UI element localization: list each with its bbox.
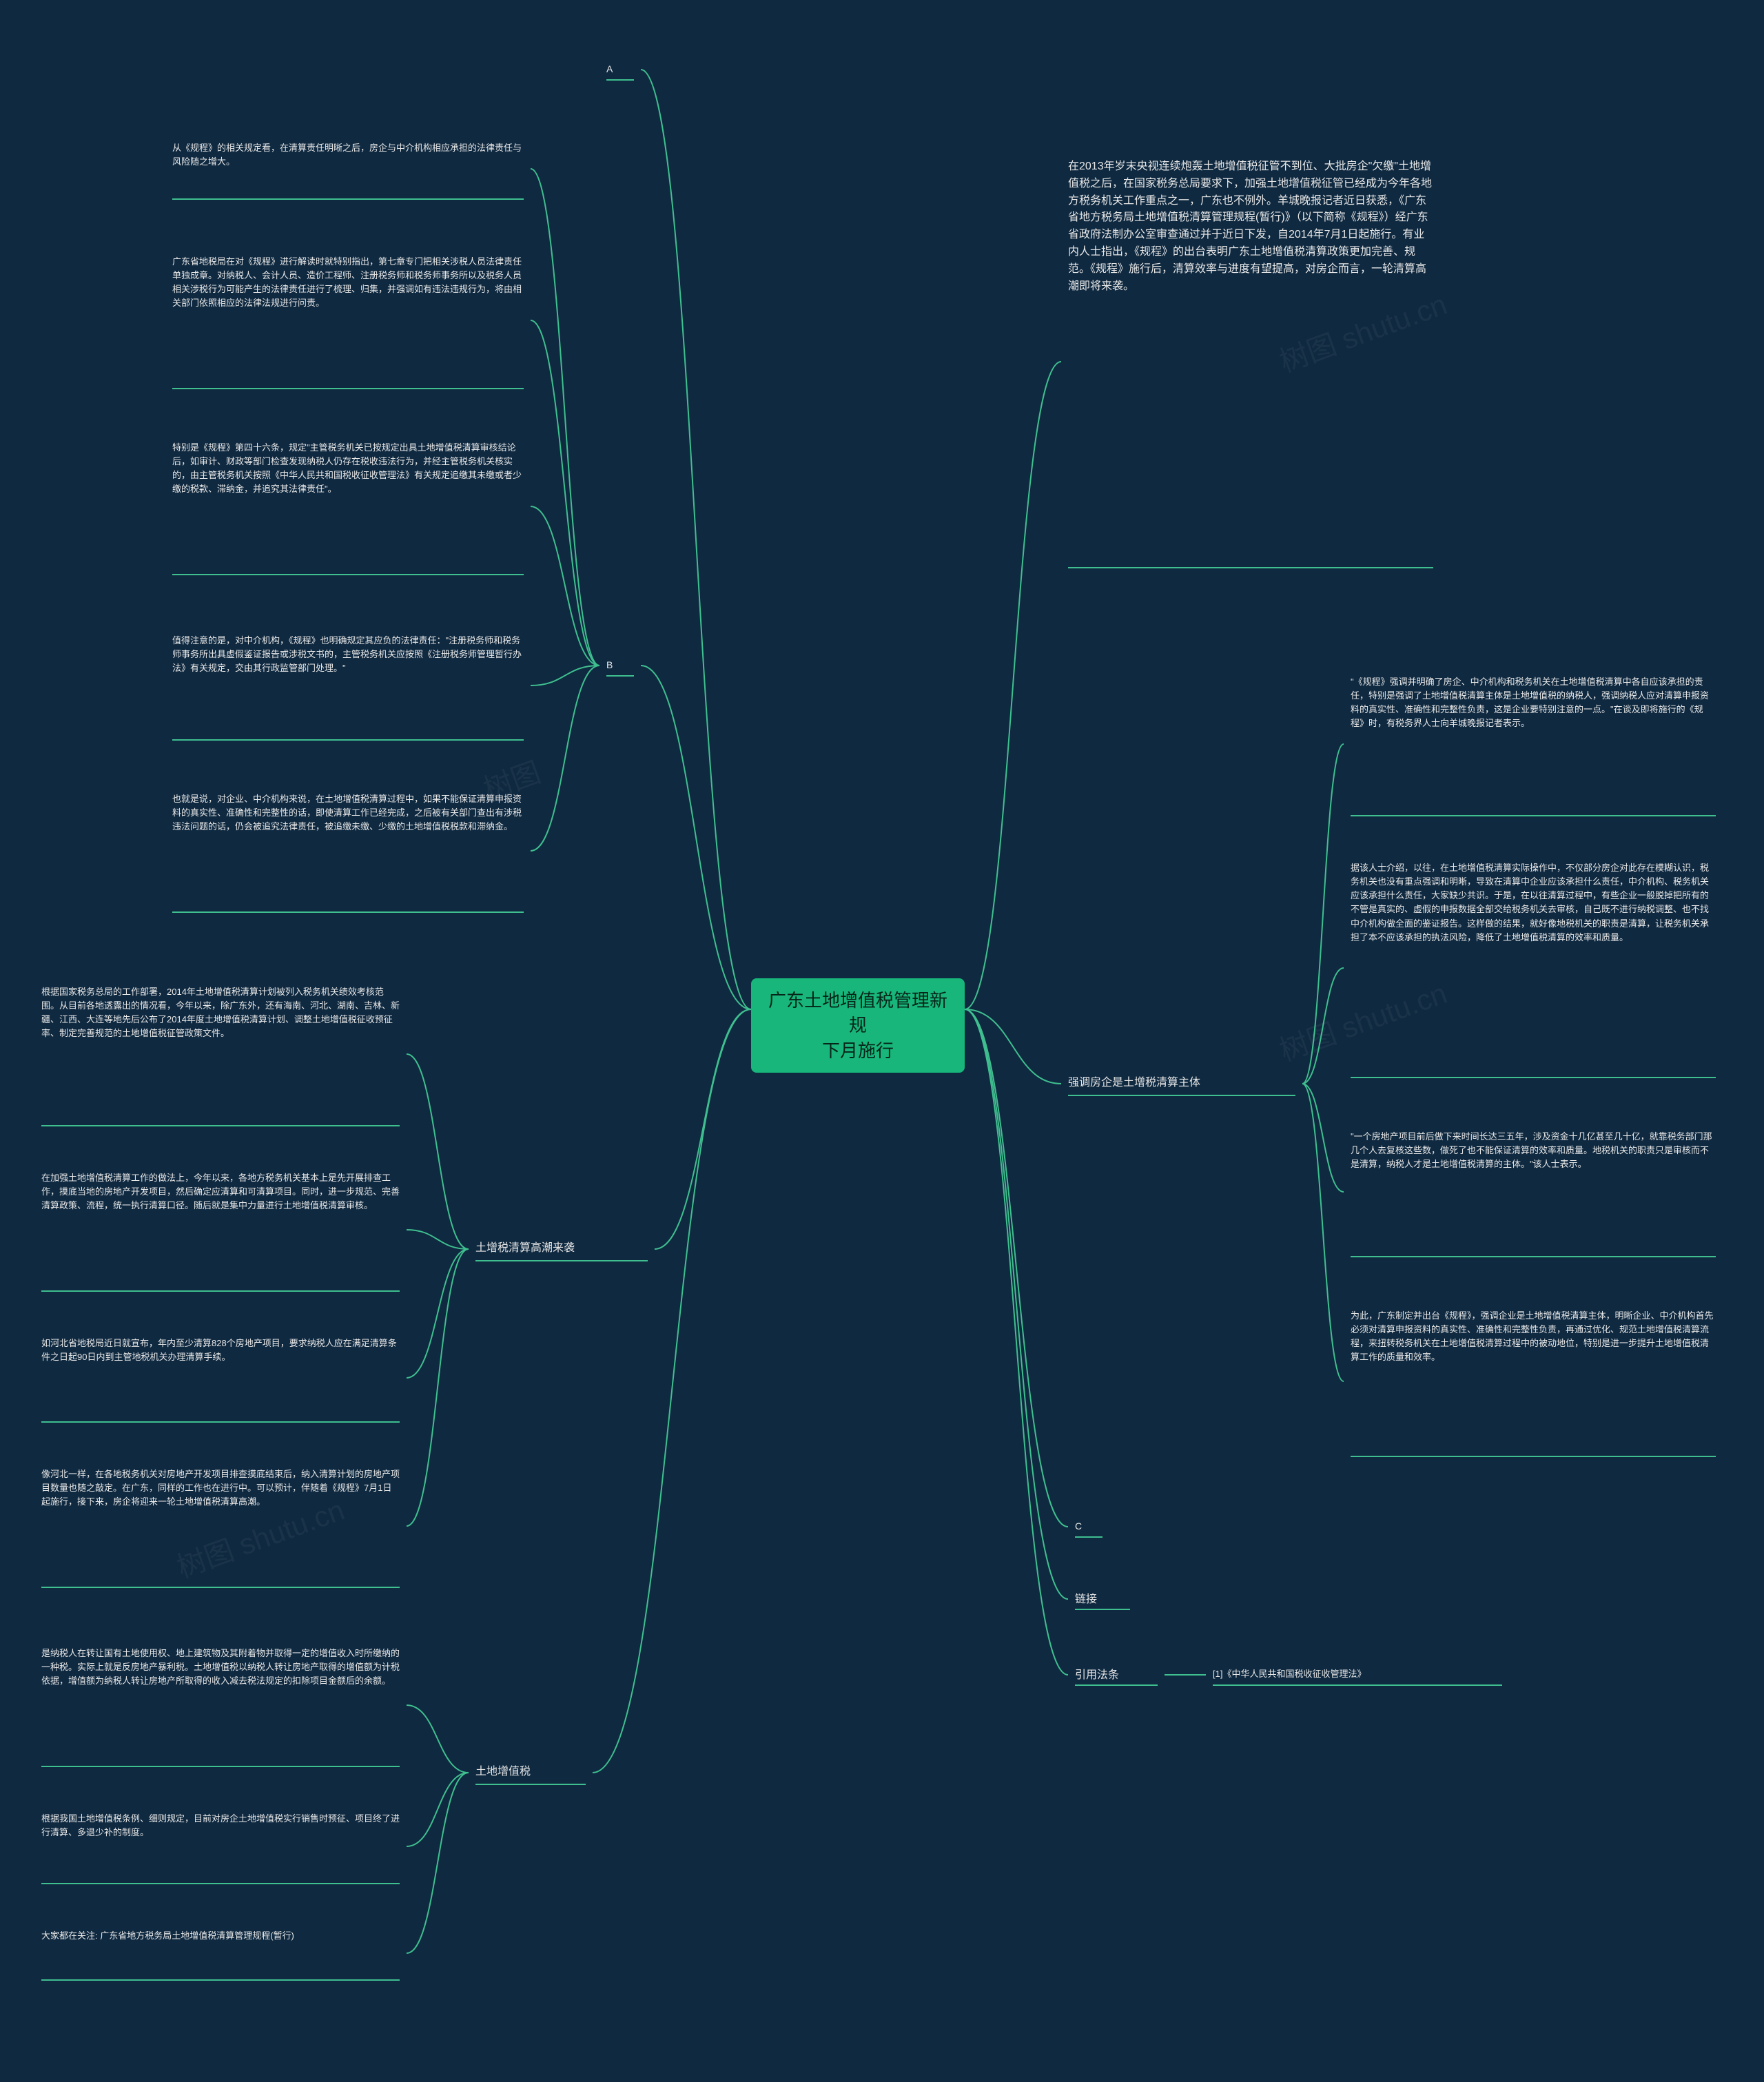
connector <box>655 1009 751 1249</box>
connector <box>1302 1084 1344 1381</box>
node-N2[interactable]: 根据我国土地增值税条例、细则规定，目前对房企土地增值税实行销售时预征、项目终了进… <box>41 1812 400 1839</box>
node-L3[interactable]: 特别是《规程》第四十六条，规定"主管税务机关已按规定出具土地增值税清算审核结论后… <box>172 441 524 497</box>
connector <box>531 506 599 666</box>
connector <box>407 1249 469 1526</box>
connector <box>1302 1084 1344 1192</box>
node-S1[interactable]: "《规程》强调并明确了房企、中介机构和税务机关在土地增值税清算中各自应该承担的责… <box>1351 675 1716 731</box>
watermark: 树图 shutu.cn <box>1273 281 1452 380</box>
connector <box>407 1230 469 1249</box>
node-S[interactable]: 强调房企是土增税清算主体 <box>1068 1075 1295 1092</box>
node-Q[interactable]: 引用法条 <box>1075 1667 1158 1684</box>
node-L5[interactable]: 也就是说，对企业、中介机构来说，在土地增值税清算过程中，如果不能保证清算申报资料… <box>172 792 524 834</box>
connector <box>531 320 599 666</box>
connector <box>965 1009 1061 1084</box>
connector <box>641 70 751 1009</box>
node-M2[interactable]: 在加强土地增值税清算工作的做法上，今年以来，各地方税务机关基本上是先开展排查工作… <box>41 1171 400 1213</box>
node-M4[interactable]: 像河北一样，在各地税务机关对房地产开发项目排查摸底结束后，纳入清算计划的房地产项… <box>41 1467 400 1509</box>
node-L4[interactable]: 值得注意的是，对中介机构，《规程》也明确规定其应负的法律责任："注册税务师和税务… <box>172 634 524 675</box>
node-N3[interactable]: 大家都在关注: 广东省地方税务局土地增值税清算管理规程(暂行) <box>41 1929 400 1943</box>
mindmap-canvas: 树图 shutu.cn树图 shutu.cn树图 shutu.cn树图广东土地增… <box>0 0 1764 2082</box>
connector <box>531 666 599 851</box>
node-L2[interactable]: 广东省地税局在对《规程》进行解读时就特别指出，第七章专门把相关涉税人员法律责任单… <box>172 255 524 311</box>
node-N[interactable]: 土地增值税 <box>475 1764 586 1781</box>
node-A[interactable]: A <box>606 62 634 77</box>
watermark: 树图 shutu.cn <box>1273 970 1452 1069</box>
node-N1[interactable]: 是纳税人在转让国有土地使用权、地上建筑物及其附着物并取得一定的增值收入时所缴纳的… <box>41 1647 400 1688</box>
node-M[interactable]: 土增税清算高潮来袭 <box>475 1240 648 1257</box>
node-Q1[interactable]: [1]《中华人民共和国税收征收管理法》 <box>1213 1667 1502 1681</box>
connector <box>407 1773 469 1846</box>
center-node[interactable]: 广东土地增值税管理新规 下月施行 <box>751 978 965 1073</box>
node-S3[interactable]: "一个房地产项目前后做下来时间长达三五年，涉及资金十几亿甚至几十亿，就靠税务部门… <box>1351 1130 1716 1171</box>
node-L1[interactable]: 从《规程》的相关规定看，在清算责任明晰之后，房企与中介机构相应承担的法律责任与风… <box>172 141 524 169</box>
node-M1[interactable]: 根据国家税务总局的工作部署，2014年土地增值税清算计划被列入税务机关绩效考核范… <box>41 985 400 1041</box>
node-LK[interactable]: 链接 <box>1075 1591 1130 1609</box>
connector <box>965 1009 1068 1527</box>
connector <box>1302 968 1344 1084</box>
node-M3[interactable]: 如河北省地税局近日就宣布，年内至少清算828个房地产项目，要求纳税人应在满足清算… <box>41 1337 400 1364</box>
connector <box>407 1054 469 1249</box>
connector <box>965 1009 1068 1675</box>
connector <box>1302 744 1344 1084</box>
node-C[interactable]: C <box>1075 1519 1102 1534</box>
node-S2[interactable]: 据该人士介绍，以往，在土地增值税清算实际操作中，不仅部分房企对此存在模糊认识，税… <box>1351 861 1716 945</box>
connector <box>407 1249 469 1378</box>
connector <box>593 1009 751 1773</box>
node-S4[interactable]: 为此，广东制定并出台《规程》，强调企业是土地增值税清算主体，明晰企业、中介机构首… <box>1351 1309 1716 1365</box>
node-B[interactable]: B <box>606 658 634 673</box>
connector <box>407 1773 469 1953</box>
connector <box>965 1009 1068 1599</box>
connector <box>531 666 599 686</box>
connector <box>965 362 1061 1009</box>
connector <box>641 666 751 1009</box>
connector <box>531 169 599 666</box>
connector <box>407 1705 469 1773</box>
node-R0[interactable]: 在2013年岁末央视连续炮轰土地增值税征管不到位、大批房企"欠缴"土地增值税之后… <box>1068 158 1433 295</box>
